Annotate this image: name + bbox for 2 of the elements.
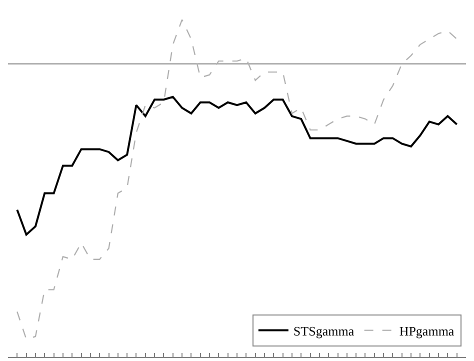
- legend-label: HPgamma: [399, 323, 454, 338]
- legend-label: STSgamma: [293, 323, 354, 338]
